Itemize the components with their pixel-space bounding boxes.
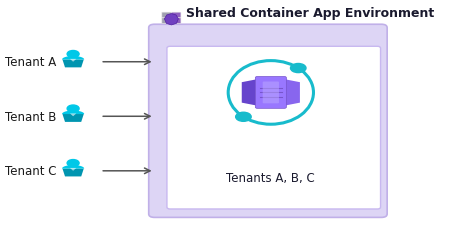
Polygon shape (63, 169, 84, 177)
Polygon shape (282, 79, 300, 106)
Polygon shape (70, 114, 76, 117)
Text: Tenant A: Tenant A (5, 56, 56, 69)
Text: Tenants A, B, C: Tenants A, B, C (227, 171, 315, 184)
Circle shape (67, 106, 79, 112)
FancyBboxPatch shape (167, 47, 380, 209)
Polygon shape (242, 79, 259, 106)
FancyBboxPatch shape (162, 19, 171, 24)
Text: Tenant C: Tenant C (5, 165, 57, 177)
Circle shape (291, 64, 306, 73)
Polygon shape (63, 60, 84, 68)
Polygon shape (62, 111, 84, 114)
Polygon shape (70, 168, 76, 171)
FancyBboxPatch shape (149, 25, 387, 218)
Text: Shared Container App Environment: Shared Container App Environment (186, 7, 434, 20)
FancyBboxPatch shape (263, 82, 279, 104)
Circle shape (67, 160, 79, 167)
Polygon shape (164, 14, 178, 26)
Circle shape (236, 113, 251, 122)
Circle shape (67, 51, 79, 58)
Polygon shape (62, 165, 84, 169)
Polygon shape (63, 114, 84, 122)
Text: Tenant B: Tenant B (5, 110, 57, 123)
Polygon shape (70, 60, 76, 63)
Polygon shape (62, 57, 84, 60)
FancyBboxPatch shape (172, 19, 181, 24)
FancyBboxPatch shape (172, 13, 181, 19)
FancyBboxPatch shape (255, 77, 286, 109)
FancyBboxPatch shape (162, 13, 171, 19)
